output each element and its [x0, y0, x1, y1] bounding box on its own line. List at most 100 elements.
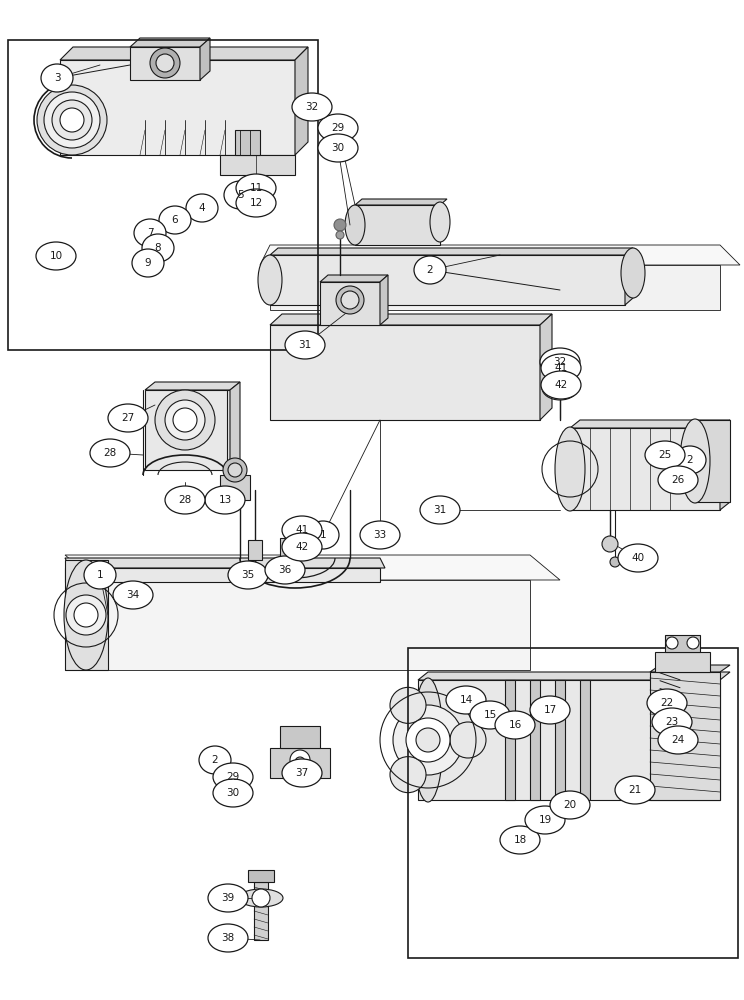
Ellipse shape: [142, 234, 174, 262]
Circle shape: [416, 728, 440, 752]
Text: 12: 12: [249, 198, 263, 208]
Polygon shape: [655, 652, 710, 672]
Circle shape: [336, 231, 344, 239]
Polygon shape: [270, 248, 633, 255]
Bar: [8, 40, 318, 350]
Text: 19: 19: [539, 815, 551, 825]
Text: 1: 1: [97, 570, 103, 580]
Ellipse shape: [228, 561, 268, 589]
Circle shape: [602, 536, 618, 552]
Text: 23: 23: [665, 717, 679, 727]
Text: 18: 18: [513, 835, 527, 845]
Polygon shape: [570, 420, 730, 428]
Polygon shape: [320, 282, 380, 325]
Ellipse shape: [360, 521, 400, 549]
Polygon shape: [530, 680, 540, 800]
Text: 36: 36: [278, 565, 292, 575]
Text: 2: 2: [212, 755, 218, 765]
Polygon shape: [625, 248, 633, 305]
Text: 26: 26: [671, 475, 684, 485]
Ellipse shape: [645, 441, 685, 469]
Text: 41: 41: [554, 363, 568, 373]
Ellipse shape: [208, 884, 248, 912]
Text: 2: 2: [687, 455, 693, 465]
Ellipse shape: [239, 889, 283, 907]
Ellipse shape: [500, 826, 540, 854]
Text: 34: 34: [126, 590, 140, 600]
Polygon shape: [248, 540, 262, 560]
Polygon shape: [65, 580, 530, 670]
Ellipse shape: [658, 726, 698, 754]
Ellipse shape: [420, 496, 460, 524]
Text: 32: 32: [554, 357, 567, 367]
Circle shape: [341, 291, 359, 309]
Ellipse shape: [213, 763, 253, 791]
Text: 9: 9: [144, 258, 151, 268]
Text: 17: 17: [543, 705, 557, 715]
Ellipse shape: [258, 255, 282, 305]
Polygon shape: [65, 558, 385, 568]
Text: 35: 35: [241, 570, 254, 580]
Polygon shape: [130, 38, 210, 47]
Polygon shape: [145, 382, 240, 390]
Polygon shape: [254, 882, 268, 940]
Text: 1: 1: [320, 530, 327, 540]
Polygon shape: [280, 726, 320, 748]
Text: 15: 15: [484, 710, 497, 720]
Text: 13: 13: [219, 495, 231, 505]
Polygon shape: [270, 748, 330, 778]
Text: 39: 39: [222, 893, 234, 903]
Circle shape: [223, 458, 247, 482]
Polygon shape: [65, 555, 560, 580]
Ellipse shape: [550, 791, 590, 819]
Ellipse shape: [541, 354, 581, 382]
Circle shape: [52, 100, 92, 140]
Polygon shape: [220, 155, 295, 175]
Ellipse shape: [113, 581, 153, 609]
Ellipse shape: [530, 696, 570, 724]
Circle shape: [290, 750, 310, 770]
Ellipse shape: [41, 64, 73, 92]
Circle shape: [336, 286, 364, 314]
Circle shape: [687, 637, 699, 649]
Ellipse shape: [414, 256, 446, 284]
Ellipse shape: [658, 466, 698, 494]
Ellipse shape: [134, 219, 166, 247]
Text: 38: 38: [222, 933, 234, 943]
Ellipse shape: [541, 371, 581, 399]
Ellipse shape: [159, 206, 191, 234]
Ellipse shape: [285, 331, 325, 359]
Polygon shape: [380, 275, 388, 325]
Ellipse shape: [540, 348, 580, 376]
Text: 29: 29: [331, 123, 344, 133]
Text: 25: 25: [658, 450, 672, 460]
Text: 37: 37: [295, 768, 309, 778]
Ellipse shape: [446, 686, 486, 714]
Bar: [408, 648, 738, 958]
Polygon shape: [320, 275, 388, 282]
Text: 21: 21: [629, 785, 641, 795]
Circle shape: [393, 705, 463, 775]
Polygon shape: [720, 420, 730, 510]
Ellipse shape: [555, 427, 585, 511]
Text: 33: 33: [373, 530, 387, 540]
Circle shape: [610, 557, 620, 567]
Polygon shape: [540, 314, 552, 420]
Polygon shape: [505, 680, 515, 800]
Ellipse shape: [108, 404, 148, 432]
Polygon shape: [230, 382, 240, 470]
Text: 41: 41: [295, 525, 309, 535]
Circle shape: [173, 408, 197, 432]
Ellipse shape: [224, 181, 256, 209]
Text: 14: 14: [459, 695, 472, 705]
Polygon shape: [650, 672, 720, 800]
Ellipse shape: [186, 194, 218, 222]
Ellipse shape: [618, 544, 658, 572]
Ellipse shape: [647, 689, 687, 717]
Polygon shape: [555, 680, 565, 800]
Text: 10: 10: [49, 251, 62, 261]
Ellipse shape: [282, 759, 322, 787]
Ellipse shape: [165, 486, 205, 514]
Polygon shape: [60, 47, 308, 60]
Polygon shape: [145, 390, 230, 470]
